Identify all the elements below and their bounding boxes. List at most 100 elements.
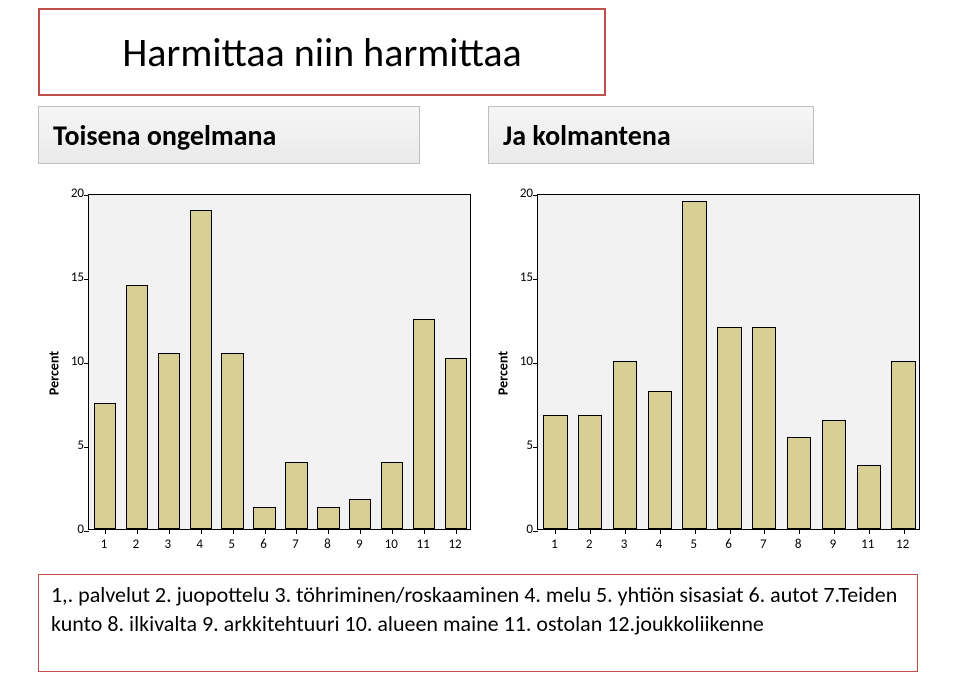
subtitle-right: Ja kolmantena <box>503 118 671 153</box>
xtick-mark <box>265 529 266 534</box>
ytick-mark <box>533 195 538 196</box>
xtick-label: 12 <box>896 537 909 552</box>
ytick-mark <box>533 447 538 448</box>
bar <box>158 353 180 529</box>
xtick-label: 5 <box>228 537 235 552</box>
xtick-label: 1 <box>101 537 108 552</box>
ytick-label: 10 <box>62 354 84 369</box>
chart-left-plot <box>88 194 471 530</box>
xtick-mark <box>660 529 661 534</box>
bar <box>613 361 637 529</box>
bar <box>349 499 371 529</box>
xtick-label: 2 <box>586 537 593 552</box>
xtick-mark <box>201 529 202 534</box>
ytick-label: 20 <box>62 186 84 201</box>
xtick-label: 6 <box>725 537 732 552</box>
bar <box>253 507 275 529</box>
bar <box>717 327 741 529</box>
bar <box>787 437 811 529</box>
bar <box>381 462 403 529</box>
ytick-mark <box>84 195 89 196</box>
xtick-mark <box>764 529 765 534</box>
caption-text: 1,. palvelut 2. juopottelu 3. töhriminen… <box>51 581 905 638</box>
bar <box>648 391 672 529</box>
xtick-mark <box>456 529 457 534</box>
xtick-label: 4 <box>656 537 663 552</box>
xtick-label: 4 <box>196 537 203 552</box>
ytick-label: 10 <box>511 354 533 369</box>
bar <box>445 358 467 529</box>
chart-right: Percent 051015201234567891112 <box>485 188 926 558</box>
xtick-mark <box>296 529 297 534</box>
caption-box: 1,. palvelut 2. juopottelu 3. töhriminen… <box>38 574 918 672</box>
bar <box>822 420 846 529</box>
xtick-label: 7 <box>292 537 299 552</box>
chart-left-ylabel: Percent <box>46 351 63 395</box>
bar <box>578 415 602 529</box>
ytick-label: 20 <box>511 186 533 201</box>
xtick-mark <box>799 529 800 534</box>
xtick-mark <box>392 529 393 534</box>
xtick-mark <box>904 529 905 534</box>
ytick-label: 0 <box>511 522 533 537</box>
ytick-mark <box>84 363 89 364</box>
bar <box>94 403 116 529</box>
bar <box>891 361 915 529</box>
xtick-label: 1 <box>551 537 558 552</box>
xtick-mark <box>555 529 556 534</box>
xtick-mark <box>869 529 870 534</box>
charts-row: Percent 05101520123456789101112 Percent … <box>36 188 926 558</box>
subtitle-left: Toisena ongelmana <box>53 118 276 153</box>
xtick-mark <box>625 529 626 534</box>
ytick-mark <box>84 531 89 532</box>
title-box: Harmittaa niin harmittaa <box>38 8 606 96</box>
chart-left: Percent 05101520123456789101112 <box>36 188 477 558</box>
xtick-label: 3 <box>621 537 628 552</box>
ytick-mark <box>533 279 538 280</box>
xtick-mark <box>328 529 329 534</box>
page-title: Harmittaa niin harmittaa <box>122 28 521 77</box>
xtick-mark <box>137 529 138 534</box>
xtick-label: 9 <box>356 537 363 552</box>
xtick-label: 2 <box>133 537 140 552</box>
ytick-mark <box>533 531 538 532</box>
bar <box>221 353 243 529</box>
xtick-mark <box>169 529 170 534</box>
xtick-mark <box>834 529 835 534</box>
ytick-label: 5 <box>511 438 533 453</box>
xtick-label: 8 <box>324 537 331 552</box>
ytick-label: 0 <box>62 522 84 537</box>
bar <box>543 415 567 529</box>
ytick-label: 15 <box>511 270 533 285</box>
xtick-mark <box>695 529 696 534</box>
xtick-label: 5 <box>690 537 697 552</box>
ytick-label: 15 <box>62 270 84 285</box>
xtick-mark <box>424 529 425 534</box>
xtick-mark <box>233 529 234 534</box>
subtitle-right-box: Ja kolmantena <box>488 106 814 164</box>
bar <box>857 465 881 529</box>
ytick-label: 5 <box>62 438 84 453</box>
bar <box>752 327 776 529</box>
bar <box>126 285 148 529</box>
xtick-label: 11 <box>861 537 874 552</box>
xtick-label: 12 <box>448 537 461 552</box>
xtick-label: 9 <box>830 537 837 552</box>
ytick-mark <box>84 447 89 448</box>
xtick-mark <box>105 529 106 534</box>
subtitle-left-box: Toisena ongelmana <box>38 106 420 164</box>
chart-right-ylabel: Percent <box>495 351 512 395</box>
xtick-mark <box>730 529 731 534</box>
ytick-mark <box>84 279 89 280</box>
xtick-label: 6 <box>260 537 267 552</box>
xtick-label: 11 <box>417 537 430 552</box>
bar <box>317 507 339 529</box>
bar <box>285 462 307 529</box>
bar <box>682 201 706 529</box>
ytick-mark <box>533 363 538 364</box>
xtick-label: 3 <box>164 537 171 552</box>
bar <box>190 210 212 529</box>
xtick-label: 7 <box>760 537 767 552</box>
chart-right-plot <box>537 194 920 530</box>
xtick-mark <box>360 529 361 534</box>
